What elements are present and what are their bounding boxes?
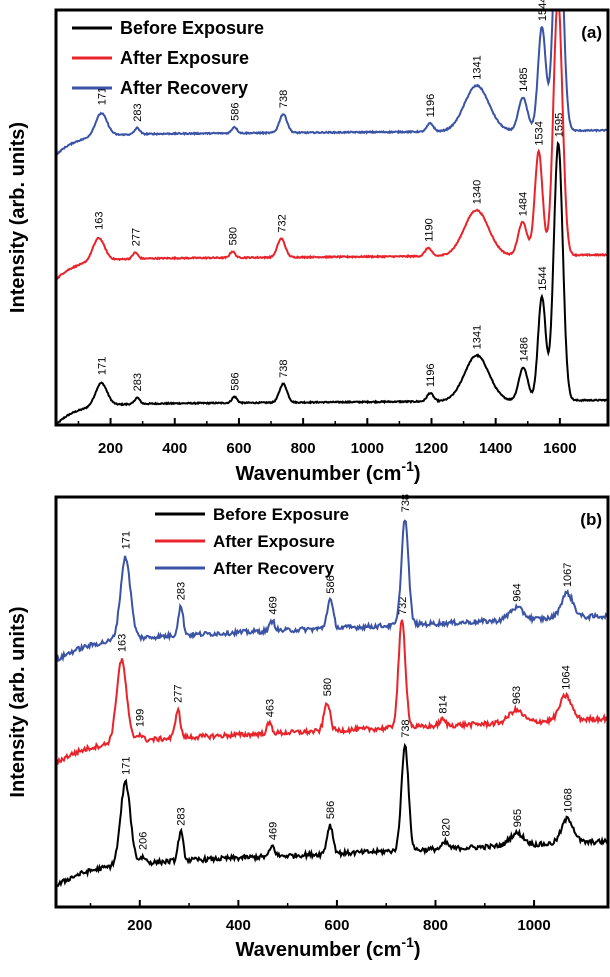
peak-label: 1485 <box>518 67 530 91</box>
peak-label: 963 <box>511 686 523 704</box>
peak-label: 1341 <box>472 325 484 349</box>
x-tick-label: 200 <box>127 917 152 934</box>
panel-b: 171 206 283 469 586 738 820 965 1068 163 199 277 463… <box>7 494 610 961</box>
peak-label: 814 <box>437 695 449 713</box>
plot-frame <box>54 495 610 909</box>
peak-label: 1534 <box>534 121 546 145</box>
peak-label: 1196 <box>425 363 437 387</box>
series-line <box>56 10 608 281</box>
peak-label: 1340 <box>471 180 483 204</box>
peak-label: 277 <box>130 228 142 246</box>
x-tick-label: 1200 <box>415 440 448 457</box>
peak-label: 283 <box>176 807 188 825</box>
legend-entry: Before Exposure <box>120 18 264 38</box>
series-before-exposure <box>56 140 608 425</box>
peak-label: 1064 <box>561 665 573 689</box>
peak-label: 965 <box>512 809 524 827</box>
series-line <box>56 742 608 889</box>
x-tick-label: 600 <box>324 917 349 934</box>
x-tick-label: 800 <box>291 440 316 457</box>
legend: Before Exposure After Exposure After Recov… <box>155 505 349 578</box>
peak-label: 171 <box>121 757 133 775</box>
x-tick-label: 400 <box>226 917 251 934</box>
legend-entry: After Recovery <box>213 559 334 578</box>
peak-label: 283 <box>132 103 144 121</box>
series-after-exposure <box>56 619 608 766</box>
peak-label: 738 <box>400 494 412 512</box>
peak-label: 171 <box>96 357 108 375</box>
legend-entry: After Exposure <box>213 532 335 551</box>
peak-label: 171 <box>96 87 108 105</box>
series-line <box>56 10 608 157</box>
peak-label: 586 <box>229 372 241 390</box>
peak-label: 469 <box>267 596 279 614</box>
x-tick-label: 800 <box>423 917 448 934</box>
peak-label: 283 <box>132 373 144 391</box>
x-tick-label: 200 <box>98 440 123 457</box>
peak-label: 1196 <box>425 94 437 118</box>
peak-label: 1484 <box>518 192 530 216</box>
series-line <box>56 619 608 766</box>
panel-label: (a) <box>581 23 602 42</box>
peak-label: 163 <box>94 212 106 230</box>
series-after-recovery <box>56 10 608 157</box>
peak-label: 277 <box>173 685 185 703</box>
series-line <box>56 519 608 664</box>
peak-label: 463 <box>264 699 276 717</box>
peak-label: 580 <box>322 678 334 696</box>
legend-entry: After Recovery <box>120 78 248 98</box>
y-axis-label: Intensity (arb. units) <box>7 606 29 797</box>
peak-label: 1341 <box>472 55 484 79</box>
peak-label: 1544 <box>537 266 549 290</box>
peak-label: 820 <box>440 818 452 836</box>
legend: Before Exposure After Exposure After Recov… <box>72 18 264 98</box>
series-before-exposure <box>56 742 608 889</box>
peak-label: 206 <box>138 832 150 850</box>
x-axis-label: Wavenumber (cm-1) <box>235 458 420 485</box>
peak-label: 586 <box>229 103 241 121</box>
series-after-exposure <box>56 10 608 281</box>
peak-label: 1486 <box>518 337 530 361</box>
y-axis-label: Intensity (arb. units) <box>7 122 29 313</box>
panel-label: (b) <box>580 510 602 529</box>
peak-label: 738 <box>278 90 290 108</box>
legend-entry: Before Exposure <box>213 505 349 524</box>
peak-label: 586 <box>325 801 337 819</box>
legend-entry: After Exposure <box>120 48 249 68</box>
x-axis-label: Wavenumber (cm-1) <box>235 934 420 961</box>
peak-label: 171 <box>121 531 133 549</box>
x-tick-label: 400 <box>162 440 187 457</box>
x-tick-label: 1400 <box>479 440 512 457</box>
plot-frame <box>54 8 610 427</box>
x-tick-label: 1000 <box>351 440 384 457</box>
peak-label: 738 <box>400 719 412 737</box>
peak-label: 1190 <box>423 218 435 242</box>
peak-label: 964 <box>511 583 523 601</box>
peak-label: 732 <box>276 214 288 232</box>
series-after-recovery <box>56 519 608 664</box>
peak-label: 738 <box>278 360 290 378</box>
series-line <box>56 140 608 425</box>
peak-label: 199 <box>134 709 146 727</box>
peak-label: 283 <box>176 582 188 600</box>
x-tick-label: 1000 <box>517 917 550 934</box>
x-tick-label: 600 <box>226 440 251 457</box>
peak-label: 469 <box>267 822 279 840</box>
x-tick-label: 1600 <box>543 440 576 457</box>
peak-label: 1068 <box>563 788 575 812</box>
peak-label: 163 <box>117 634 129 652</box>
peak-label: 586 <box>325 575 337 593</box>
peak-label: 1067 <box>562 563 574 587</box>
peak-label: 580 <box>228 227 240 245</box>
peak-label: 732 <box>397 597 409 615</box>
